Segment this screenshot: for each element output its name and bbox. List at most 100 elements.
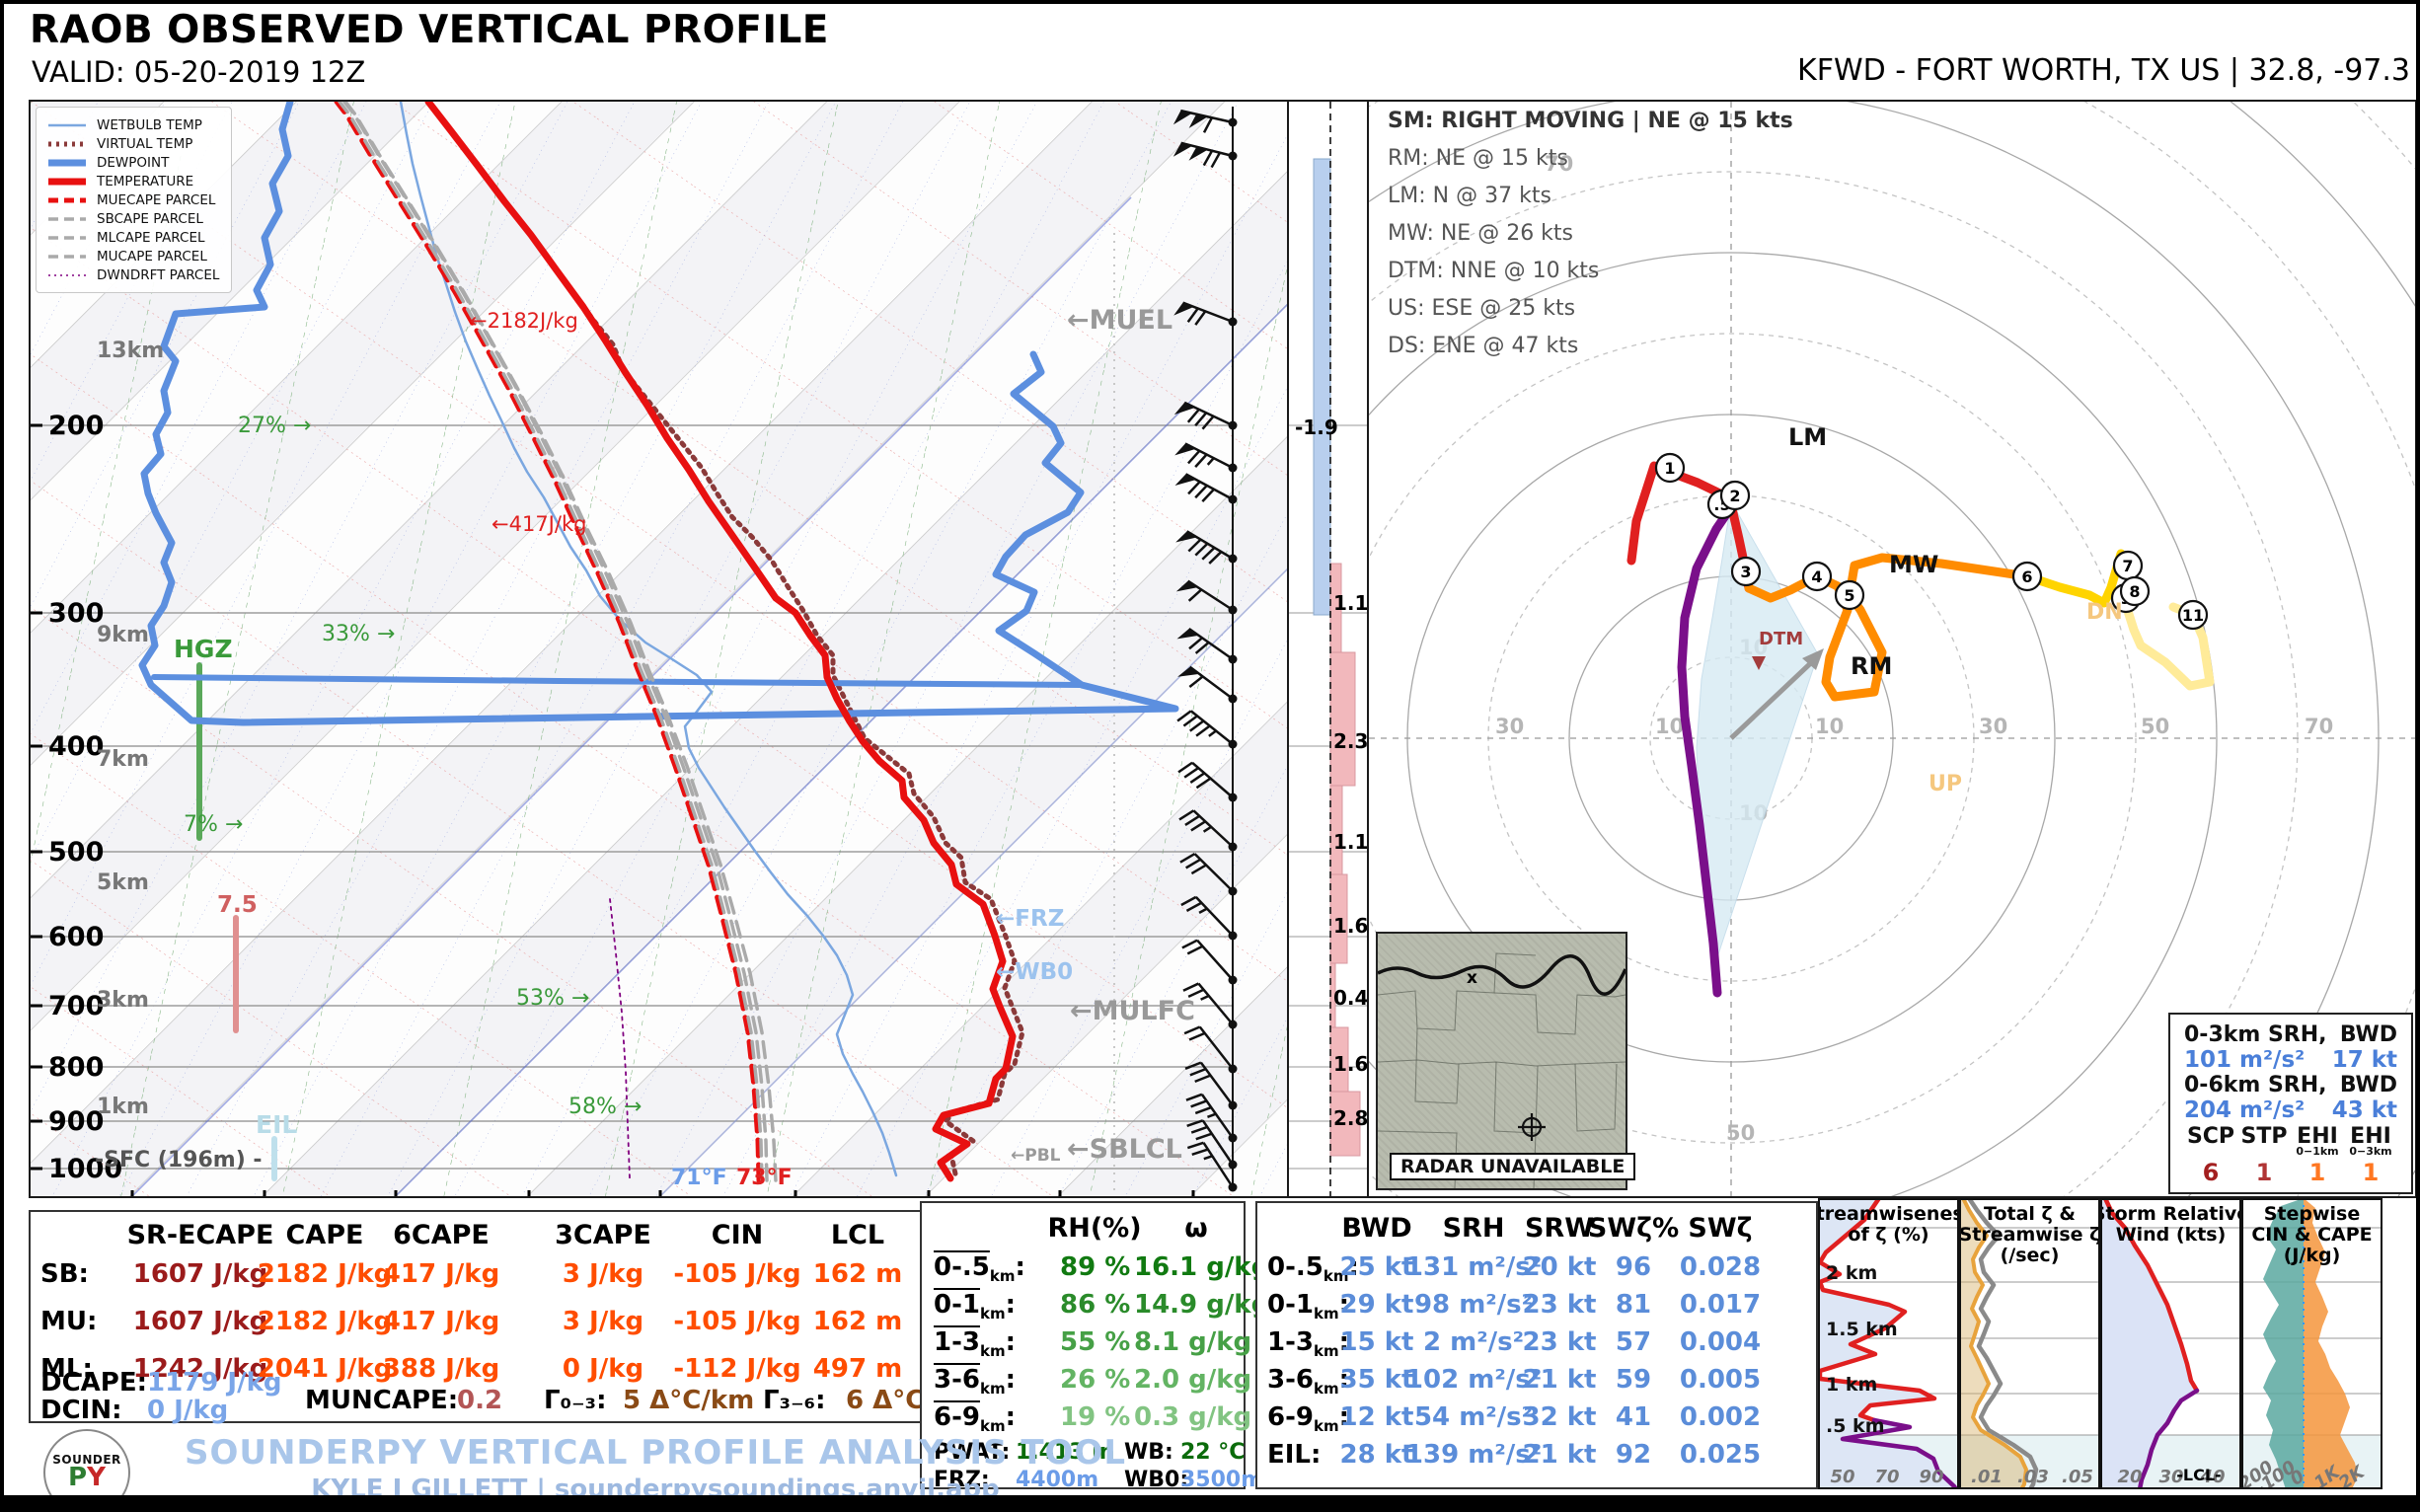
county-boundary (1414, 1027, 1460, 1104)
storm-motion-line: DTM: NNE @ 10 kts (1388, 259, 1600, 283)
srh-0-6-value: 204 m²/s² (2184, 1097, 2306, 1123)
wind-barb (1173, 301, 1238, 327)
graphic-element (1193, 853, 1234, 892)
graphic-element: P (68, 1463, 88, 1492)
shear-value: 102 m²/s² (1404, 1365, 1543, 1395)
muncape-label: MUNCAPE: (305, 1386, 459, 1415)
shear-value: 2 m²/s² (1423, 1327, 1524, 1357)
radar-unavailable-badge: RADAR UNAVAILABLE (1390, 1153, 1636, 1180)
annotation-5km: 5km (97, 870, 149, 895)
annotation-hgz: HGZ (174, 635, 233, 663)
rh-row-label: 0-1km: (934, 1290, 1016, 1323)
map-crosshair (1518, 1113, 1546, 1141)
shear-value: 35 kt (1339, 1365, 1414, 1395)
muncape-value: 0.2 (457, 1386, 503, 1415)
omega-positive-bar (1329, 1091, 1361, 1157)
graphic-element: km (979, 1305, 1006, 1323)
omega-value: 0.4 (1333, 986, 1367, 1010)
mini-panel-1: Total ζ & Streamwise ζ (/sec) .01 .03 .05 (1959, 1198, 2100, 1489)
graphic-element (1188, 665, 1234, 701)
graphic-element (1194, 542, 1209, 557)
legend-item: DEWPOINT (46, 153, 219, 172)
shear-col-header: SWζ% (1587, 1213, 1680, 1244)
shear-row-label: 6-9km: (1267, 1402, 1349, 1436)
graphic-element: 1 (2255, 1159, 2273, 1186)
graphic-element: 5 (1844, 586, 1854, 605)
graphic-element (2177, 599, 2209, 631)
graphic-element: km (1313, 1380, 1339, 1399)
annotation-7: 7% → (184, 812, 243, 837)
mini-panel-canvas: Streamwisenessof ζ (%) 50 70 90 2 km 1.5 km 1 … (1818, 1198, 1959, 1489)
graphic-element: EHI (2350, 1124, 2391, 1149)
rh-row-label: 0-.5km: (934, 1252, 1025, 1286)
storm-motion-line: US: ESE @ 25 kts (1388, 296, 1576, 321)
srw-purple (2137, 1388, 2200, 1489)
shear-srh-table: BWD SRH SRW SWζ% SWζ 0-.5km: 25 kt 131 m²/s² 20 … (1255, 1201, 1818, 1489)
ring-label: 30 (1979, 715, 2007, 738)
parcel-col-header: SR-ECAPE (126, 1220, 274, 1250)
annotation-mulfc: ←MULFC (1070, 996, 1195, 1026)
panel-border (1818, 1198, 1959, 1489)
shear-value: 29 kt (1339, 1290, 1414, 1320)
legend-label: MUCAPE PARCEL (97, 248, 207, 265)
rh-row-label: 3-6km: (934, 1365, 1016, 1399)
graphic-element (1194, 1074, 1211, 1084)
bwd-0-6-label: BWD (2339, 1073, 2397, 1097)
graphic-element (1189, 710, 1234, 745)
shear-value: 131 m²/s² (1404, 1252, 1543, 1282)
wind-barb (1173, 401, 1238, 430)
legend-swatch (48, 159, 86, 166)
graphic-element: 0-3km SRH, BWD (2184, 1022, 2397, 1047)
shear-row-label: 3-6km: (1267, 1365, 1349, 1399)
dcape-label: DCAPE: (40, 1368, 147, 1398)
parcel-value: 2182 J/kg (257, 1259, 393, 1289)
panel-title: Streamwiseness (1818, 1203, 1959, 1225)
index-ehi-0−1km: EHI 0−1km 1 (2291, 1126, 2344, 1187)
graphic-element (1201, 1119, 1235, 1166)
dewpoint (138, 102, 1179, 726)
ring-label: 70 (1545, 152, 1573, 176)
graphic-element: 6 (2021, 567, 2032, 586)
wind-barb (1185, 1093, 1238, 1143)
panel-xtick: 90 (1919, 1467, 1943, 1487)
graphic-element (1173, 402, 1195, 416)
graphic-element (1185, 858, 1201, 869)
graphic-element (1188, 113, 1208, 128)
graphic-element (1203, 1155, 1213, 1161)
omega-negative-bar (1313, 158, 1331, 616)
mini-panel-canvas: Total ζ &Streamwise ζ(/sec) .01 .03 .05 (1959, 1198, 2100, 1489)
annotation-frz: ←FRZ (996, 906, 1064, 932)
wind-barb (1179, 853, 1238, 896)
legend-item: DWNDRFT PARCEL (46, 265, 219, 284)
graphic-element (1194, 896, 1234, 937)
parcel-value: -105 J/kg (673, 1307, 801, 1336)
graphic-element (1172, 111, 1192, 125)
lapse-0-3-value: 5 Δ°C/km (623, 1386, 755, 1415)
parcel-row-label: ML: (40, 1354, 93, 1384)
dwndrft-parcel (609, 898, 631, 1179)
hodo-ring (1369, 252, 2218, 1196)
wind-barb (1172, 141, 1238, 169)
annotation-53: 53% → (516, 986, 589, 1011)
graphic-element (1184, 814, 1200, 826)
pwat-label: PWAT: (934, 1440, 1011, 1465)
graphic-element (1188, 675, 1204, 688)
wind-barb (1177, 665, 1238, 704)
panel-title: Stepwise (2264, 1203, 2361, 1225)
wind-barb (1180, 895, 1238, 941)
graphic-element (1194, 453, 1208, 468)
graphic-element (1194, 412, 1208, 427)
rm-vector (1729, 654, 1820, 740)
annotation-wb0: ←WB0 (996, 959, 1073, 985)
graphic-element (1199, 1061, 1235, 1106)
parcel-col-header: CIN (711, 1220, 764, 1250)
hodo-height-marker: 6 (2011, 561, 2043, 592)
graphic-element (1180, 895, 1197, 907)
storm-motion-line: MW: NE @ 26 kts (1388, 221, 1574, 246)
annotation-sblcl: ←SBLCL (1067, 1134, 1182, 1165)
shear-value: 139 m²/s² (1404, 1440, 1543, 1470)
parcel-col-header: LCL (830, 1220, 885, 1250)
graphic-element: 1 (2308, 1159, 2326, 1186)
omega-value: 1.6 (1333, 914, 1367, 938)
